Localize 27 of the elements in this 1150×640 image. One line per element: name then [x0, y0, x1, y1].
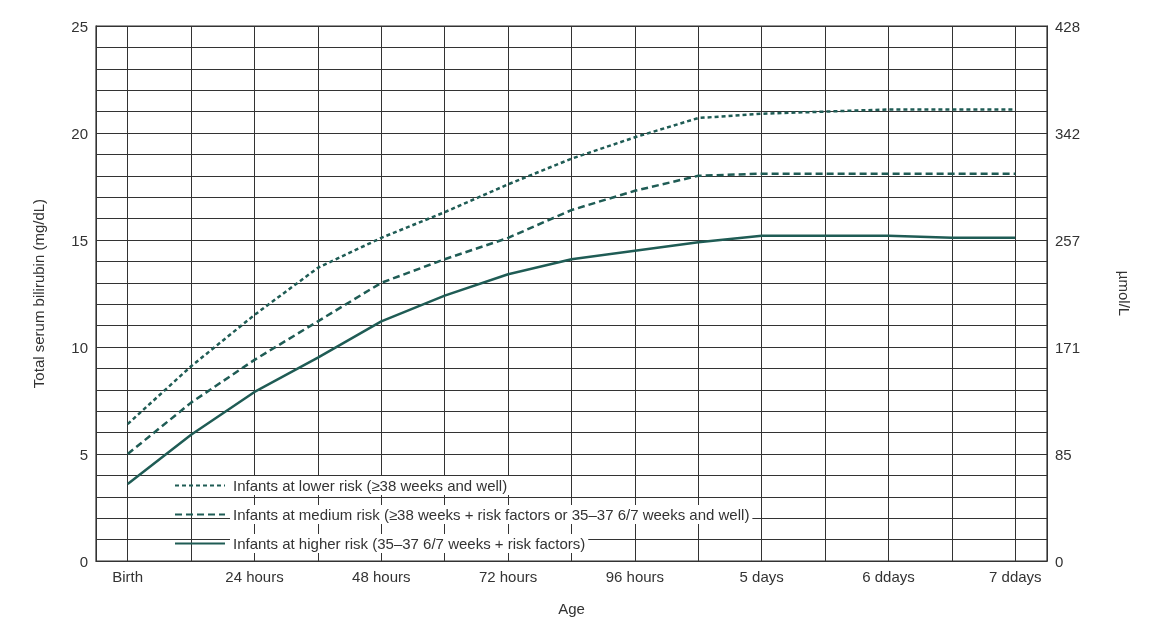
y-tick-label: 25 [71, 17, 88, 35]
y-tick-label: 15 [71, 231, 88, 249]
y-tick-label: 10 [71, 338, 88, 356]
x-tick-label: Birth [112, 568, 144, 585]
y2-tick-label: 428 [1055, 17, 1081, 35]
x-tick-label: 6 ddays [862, 568, 915, 585]
x-tick-label: 72 hours [478, 568, 538, 585]
y2-axis-title: µmol/L [1116, 270, 1133, 317]
y-tick-label: 5 [79, 445, 88, 463]
y2-tick-label: 0 [1055, 552, 1064, 570]
legend-label: Infants at lower risk (≥38 weeks and well) [233, 477, 508, 494]
y-tick-label: 0 [79, 552, 88, 570]
y2-tick-label: 85 [1055, 445, 1072, 463]
x-tick-label: 7 ddays [989, 568, 1042, 585]
x-tick-label: 48 hours [352, 568, 411, 585]
x-tick-label: 5 days [739, 568, 784, 585]
legend-label: Infants at medium risk (≥38 weeks + risk factors or 35–37 6/7 weeks and well) [233, 506, 750, 523]
y2-tick-label: 171 [1055, 338, 1081, 356]
y2-tick-label: 257 [1055, 231, 1081, 249]
legend-label: Infants at higher risk (35–37 6/7 weeks + risk factors) [233, 535, 586, 552]
y-axis-title: Total serum bilirubin (mg/dL) [30, 198, 47, 389]
y2-tick-label: 342 [1055, 124, 1081, 142]
x-tick-label: 24 hours [225, 568, 284, 585]
x-tick-label: 96 hours [605, 568, 665, 585]
y-tick-label: 20 [71, 124, 88, 142]
x-axis-title: Age [558, 600, 585, 617]
line-series [126, 172, 1017, 456]
